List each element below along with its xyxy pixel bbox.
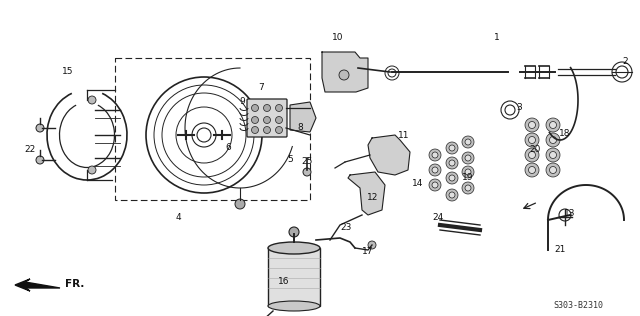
FancyBboxPatch shape xyxy=(247,99,287,137)
Text: 15: 15 xyxy=(62,68,74,76)
Circle shape xyxy=(462,182,474,194)
Circle shape xyxy=(449,192,455,198)
Circle shape xyxy=(446,189,458,201)
Circle shape xyxy=(264,105,271,112)
Text: 19: 19 xyxy=(462,173,474,181)
Text: 12: 12 xyxy=(367,192,379,202)
Circle shape xyxy=(275,117,282,124)
Circle shape xyxy=(446,142,458,154)
Circle shape xyxy=(465,139,471,145)
Ellipse shape xyxy=(268,242,320,254)
Polygon shape xyxy=(348,172,385,215)
Circle shape xyxy=(546,118,560,132)
Circle shape xyxy=(264,126,271,133)
Circle shape xyxy=(546,163,560,177)
Ellipse shape xyxy=(268,301,320,311)
Text: 20: 20 xyxy=(529,145,541,155)
Circle shape xyxy=(462,152,474,164)
Text: 9: 9 xyxy=(239,98,245,106)
Circle shape xyxy=(252,105,259,112)
Text: 13: 13 xyxy=(564,209,576,217)
Circle shape xyxy=(525,133,539,147)
Circle shape xyxy=(252,117,259,124)
Text: 10: 10 xyxy=(332,33,344,42)
Text: 3: 3 xyxy=(516,104,522,112)
Text: 2: 2 xyxy=(622,58,628,66)
Text: 1: 1 xyxy=(494,33,500,42)
Circle shape xyxy=(465,169,471,175)
Circle shape xyxy=(550,137,557,143)
Circle shape xyxy=(546,133,560,147)
Circle shape xyxy=(525,163,539,177)
Polygon shape xyxy=(322,52,368,92)
Text: 23: 23 xyxy=(340,223,352,233)
Circle shape xyxy=(303,168,311,176)
Bar xyxy=(268,248,320,306)
Circle shape xyxy=(429,179,441,191)
Circle shape xyxy=(529,167,536,173)
Text: FR.: FR. xyxy=(65,279,84,289)
Circle shape xyxy=(449,175,455,181)
Circle shape xyxy=(446,157,458,169)
Circle shape xyxy=(235,199,245,209)
Circle shape xyxy=(264,117,271,124)
Circle shape xyxy=(529,121,536,129)
Text: 17: 17 xyxy=(362,247,374,257)
Circle shape xyxy=(465,185,471,191)
Circle shape xyxy=(275,126,282,133)
Polygon shape xyxy=(290,102,316,132)
Circle shape xyxy=(550,121,557,129)
Polygon shape xyxy=(368,135,410,175)
Circle shape xyxy=(289,227,299,237)
Circle shape xyxy=(449,145,455,151)
Text: 22: 22 xyxy=(24,145,36,155)
Text: 14: 14 xyxy=(412,179,424,187)
Text: 18: 18 xyxy=(559,129,571,137)
Circle shape xyxy=(88,166,96,174)
Circle shape xyxy=(432,152,438,158)
Circle shape xyxy=(525,118,539,132)
Polygon shape xyxy=(15,279,60,291)
Circle shape xyxy=(36,156,44,164)
Circle shape xyxy=(432,182,438,188)
Circle shape xyxy=(339,70,349,80)
Circle shape xyxy=(446,172,458,184)
Circle shape xyxy=(432,167,438,173)
Text: 8: 8 xyxy=(297,124,303,132)
Bar xyxy=(115,58,310,200)
Text: 7: 7 xyxy=(258,83,264,93)
Text: 4: 4 xyxy=(175,214,181,222)
Text: 5: 5 xyxy=(287,155,293,165)
Circle shape xyxy=(36,124,44,132)
Text: 25: 25 xyxy=(301,157,313,167)
Circle shape xyxy=(275,105,282,112)
Circle shape xyxy=(429,164,441,176)
Circle shape xyxy=(550,167,557,173)
Circle shape xyxy=(529,137,536,143)
Circle shape xyxy=(368,241,376,249)
Circle shape xyxy=(252,126,259,133)
Circle shape xyxy=(529,151,536,159)
Circle shape xyxy=(462,166,474,178)
Circle shape xyxy=(449,160,455,166)
Circle shape xyxy=(429,149,441,161)
Text: 11: 11 xyxy=(398,131,410,139)
Text: 6: 6 xyxy=(225,143,231,153)
Circle shape xyxy=(546,148,560,162)
Text: S303-B2310: S303-B2310 xyxy=(553,301,603,309)
Circle shape xyxy=(462,136,474,148)
Text: 24: 24 xyxy=(433,214,444,222)
Circle shape xyxy=(525,148,539,162)
Text: 21: 21 xyxy=(554,246,566,254)
Circle shape xyxy=(88,96,96,104)
Circle shape xyxy=(465,155,471,161)
Circle shape xyxy=(550,151,557,159)
Text: 16: 16 xyxy=(278,277,290,287)
